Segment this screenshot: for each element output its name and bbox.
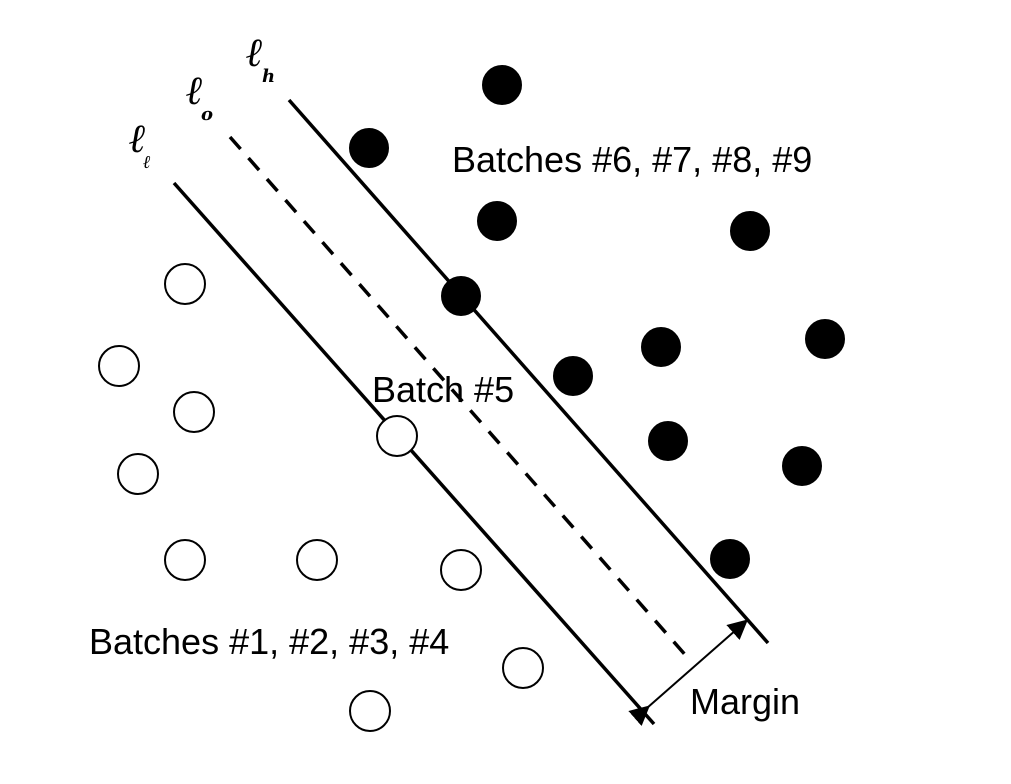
line-label-l-high: ℓ — [246, 29, 263, 76]
lower-group-label: Batches #1, #2, #3, #4 — [89, 621, 449, 662]
open-point — [440, 549, 482, 591]
open-point — [164, 539, 206, 581]
line-label-l-zero: ℓ — [186, 67, 203, 114]
filled-point — [477, 201, 517, 241]
filled-point — [805, 319, 845, 359]
filled-point — [553, 356, 593, 396]
open-point — [502, 647, 544, 689]
open-point — [164, 263, 206, 305]
filled-point — [441, 276, 481, 316]
upper-group-label: Batches #6, #7, #8, #9 — [452, 139, 812, 180]
line-l-zero — [228, 135, 690, 660]
line-label-l-low: ℓ — [129, 115, 146, 162]
filled-point — [641, 327, 681, 367]
line-label-l-low-sub: ℓ — [143, 152, 151, 173]
filled-point — [648, 421, 688, 461]
line-label-l-zero-sub: o — [201, 104, 213, 125]
open-point — [173, 391, 215, 433]
filled-point — [730, 211, 770, 251]
open-point — [117, 453, 159, 495]
open-point — [98, 345, 140, 387]
open-point — [376, 415, 418, 457]
middle-group-label: Batch #5 — [372, 369, 514, 410]
line-l-high — [287, 98, 770, 645]
line-label-l-high-sub: h — [262, 66, 275, 87]
line-l-low — [172, 181, 656, 726]
open-point — [349, 690, 391, 732]
margin-label: Margin — [690, 681, 800, 722]
filled-point — [482, 65, 522, 105]
filled-point — [782, 446, 822, 486]
filled-point — [349, 128, 389, 168]
margin-arrow — [628, 619, 749, 727]
open-point — [296, 539, 338, 581]
filled-point — [710, 539, 750, 579]
